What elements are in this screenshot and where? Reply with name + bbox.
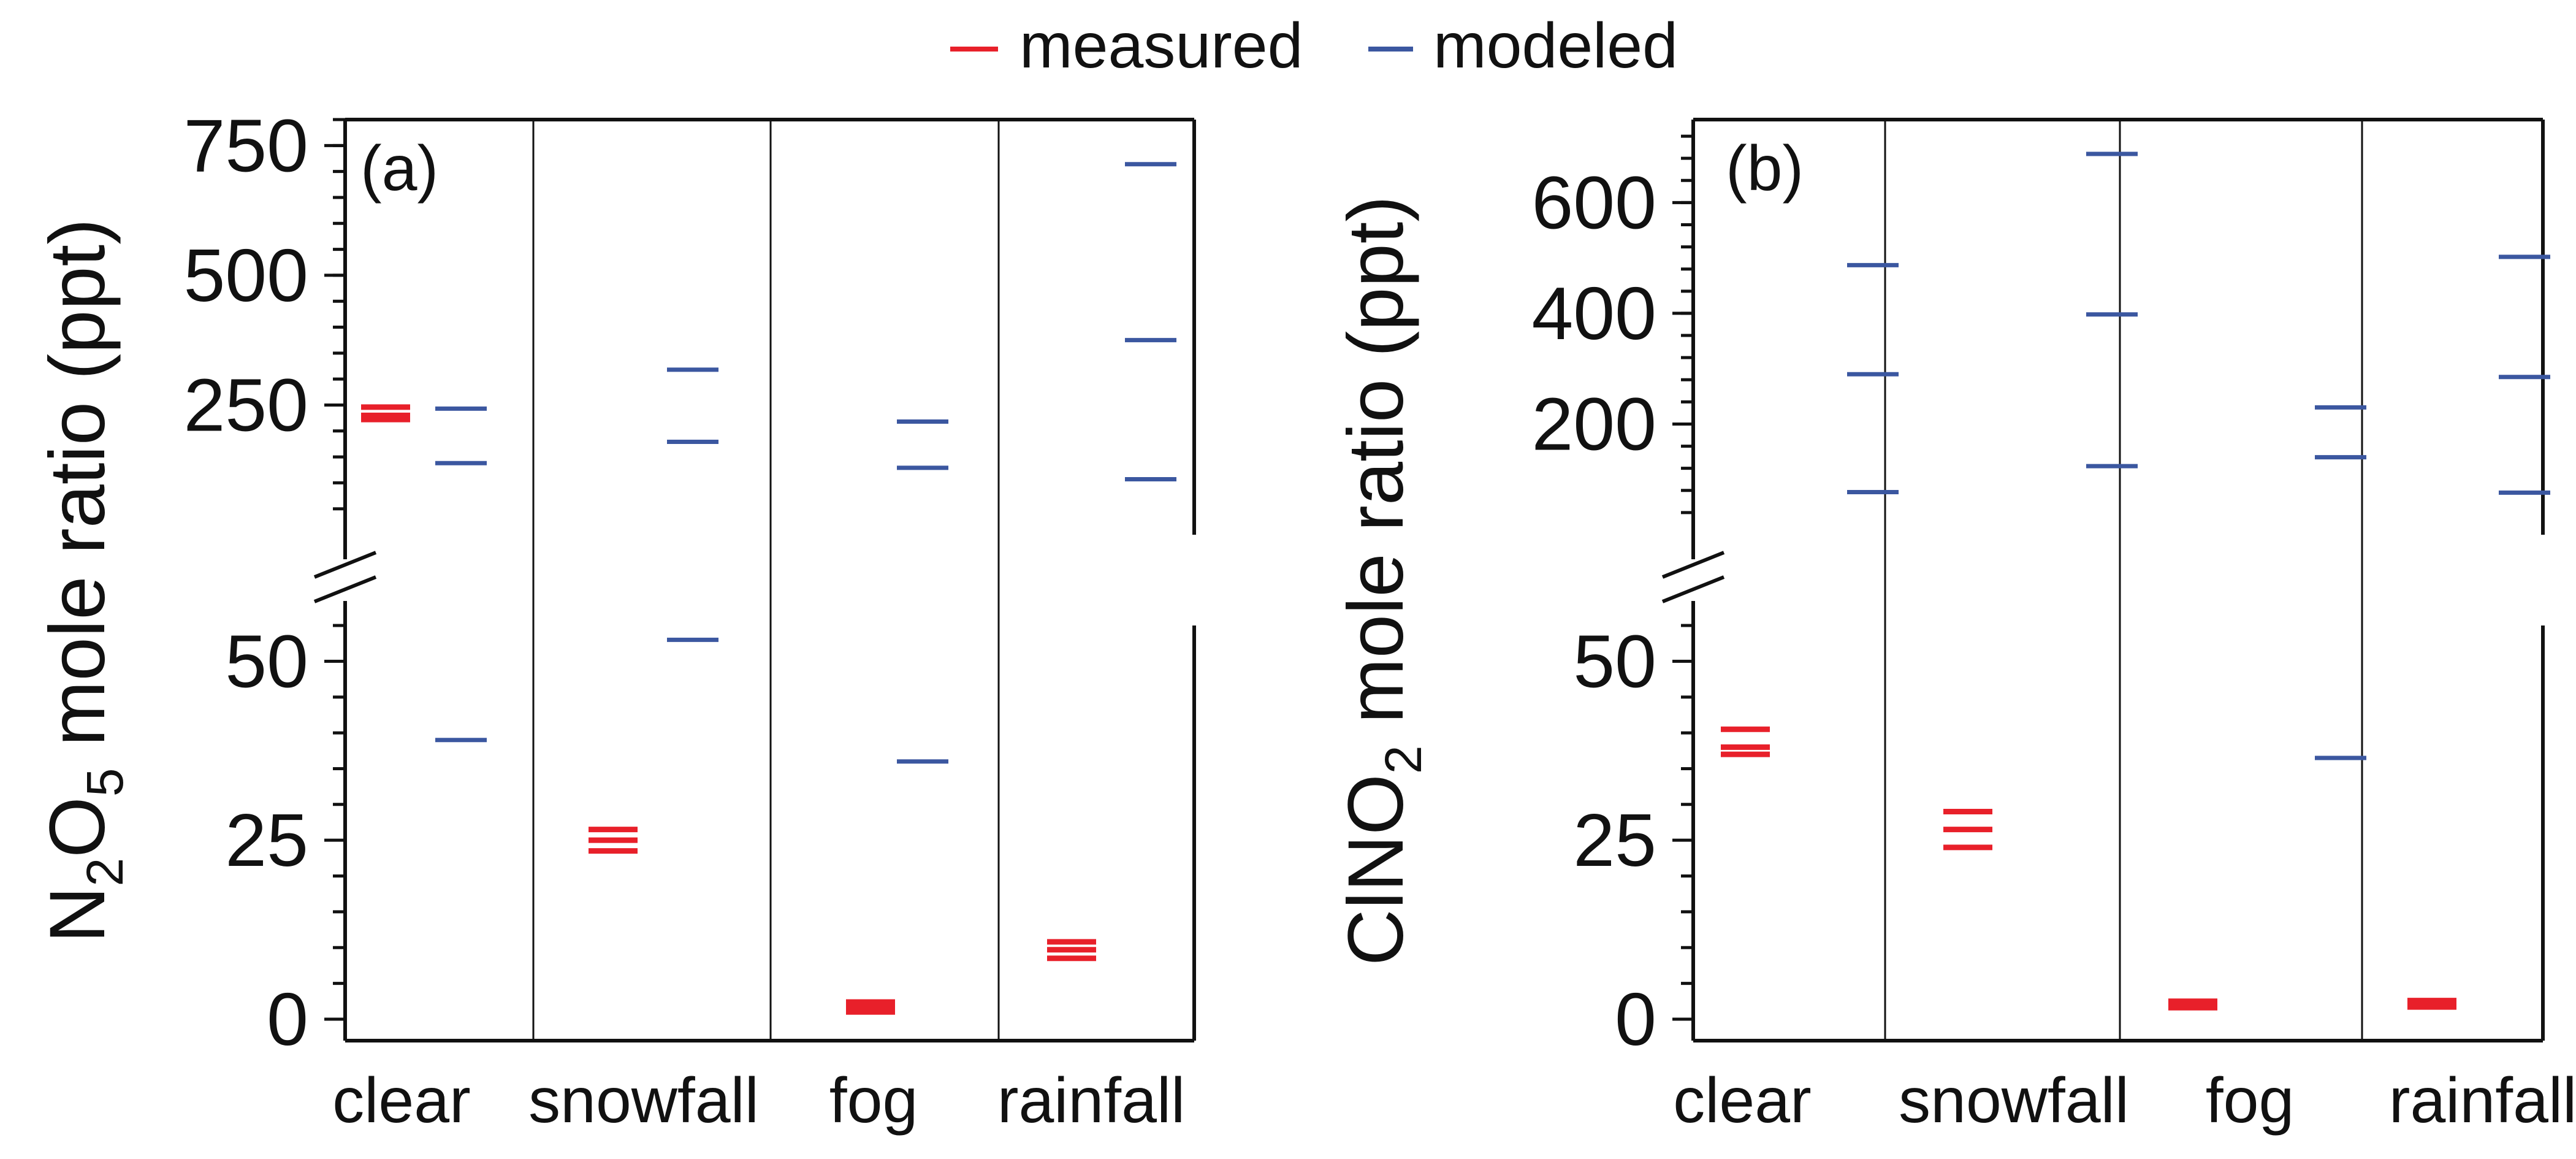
y-tick-label: 400 bbox=[1531, 272, 1656, 355]
x-tick-label-snowfall: snowfall bbox=[1899, 1065, 2129, 1136]
x-tick-label-rainfall: rainfall bbox=[2389, 1065, 2576, 1136]
y-axis-label: N2O5 mole ratio (ppt) bbox=[34, 218, 134, 943]
x-tick-label-clear: clear bbox=[1673, 1065, 1811, 1136]
x-tick-label-fog: fog bbox=[829, 1065, 918, 1136]
y-tick-label: 200 bbox=[1531, 382, 1656, 465]
y-axis-label-part: O bbox=[34, 797, 121, 858]
x-tick-label-rainfall: rainfall bbox=[997, 1065, 1185, 1136]
y-tick-label: 0 bbox=[267, 977, 308, 1061]
y-tick-label: 0 bbox=[1615, 977, 1656, 1061]
panel-label: (b) bbox=[1726, 133, 1804, 204]
y-tick-label: 250 bbox=[183, 363, 308, 446]
panel-label: (a) bbox=[360, 133, 438, 204]
y-axis-label-part: 2 bbox=[1374, 745, 1432, 774]
y-axis-label-part: ClNO bbox=[1332, 774, 1420, 966]
x-tick-label-fog: fog bbox=[2206, 1065, 2295, 1136]
y-tick-label: 50 bbox=[225, 619, 308, 703]
x-tick-label-clear: clear bbox=[332, 1065, 470, 1136]
y-tick-label: 600 bbox=[1531, 161, 1656, 244]
y-tick-label: 50 bbox=[1573, 619, 1656, 703]
axis-break-mark bbox=[313, 551, 377, 579]
y-tick-label: 25 bbox=[225, 798, 308, 882]
y-axis-label-part: mole ratio (ppt) bbox=[34, 218, 121, 768]
y-axis-label-part: N bbox=[34, 886, 121, 943]
axis-break-mark bbox=[1661, 575, 1725, 603]
y-axis-label-part: 2 bbox=[76, 858, 134, 887]
y-axis-label: ClNO2 mole ratio (ppt) bbox=[1332, 196, 1432, 966]
legend-label-measured: measured bbox=[1019, 10, 1303, 82]
y-tick-label: 25 bbox=[1573, 798, 1656, 882]
y-tick-label: 500 bbox=[183, 234, 308, 317]
axis-break-mark bbox=[1661, 551, 1725, 579]
panel-b: 0 25 50 200 400 600 (b) ClNO2 mole ratio (ppt) c… bbox=[1332, 118, 2576, 1136]
x-tick-label-snowfall: snowfall bbox=[528, 1065, 759, 1136]
legend-label-modeled: modeled bbox=[1433, 10, 1678, 82]
y-axis-label-part: 5 bbox=[76, 768, 134, 797]
axis-break-mark bbox=[313, 575, 377, 603]
legend: measured modeled bbox=[950, 10, 1678, 82]
y-axis-label-part: mole ratio (ppt) bbox=[1332, 196, 1420, 745]
y-tick-label: 750 bbox=[183, 104, 308, 187]
